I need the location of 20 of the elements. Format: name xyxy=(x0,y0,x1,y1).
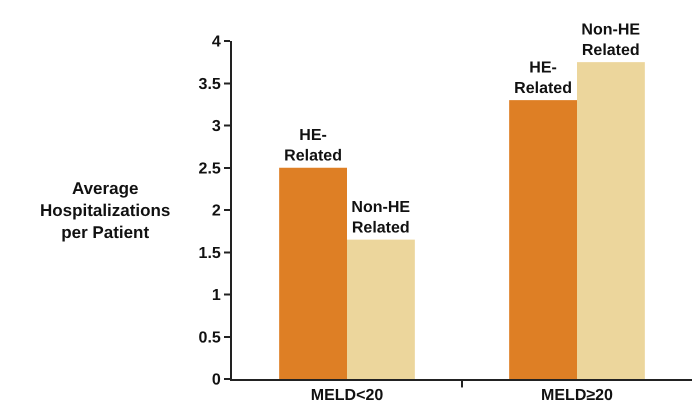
series-label: Non-HE Related xyxy=(351,198,410,237)
y-tick-label: 0 xyxy=(212,372,221,389)
y-axis-title: Average Hospitalizations per Patient xyxy=(40,179,170,242)
bar xyxy=(509,100,577,379)
x-tick-label: MELD≥20 xyxy=(541,387,614,404)
y-tick-label: 0.5 xyxy=(198,329,221,346)
y-tick-label: 1.5 xyxy=(198,244,221,262)
y-tick-label: 2.5 xyxy=(198,160,221,178)
text: Non-HE Related xyxy=(581,21,640,60)
x-tick-label: MELD<20 xyxy=(310,387,384,404)
series-label: HE-Related xyxy=(284,126,342,165)
y-tick-label: 3.5 xyxy=(198,76,221,93)
y-tick-label: 3 xyxy=(212,118,221,136)
text: HE-Related xyxy=(514,59,572,98)
bar xyxy=(279,168,347,379)
y-tick-label: 4 xyxy=(212,34,221,51)
y-tick-label: 1 xyxy=(212,287,221,304)
bar xyxy=(347,240,415,379)
bar xyxy=(577,62,645,379)
y-tick-label: 2 xyxy=(212,202,221,220)
